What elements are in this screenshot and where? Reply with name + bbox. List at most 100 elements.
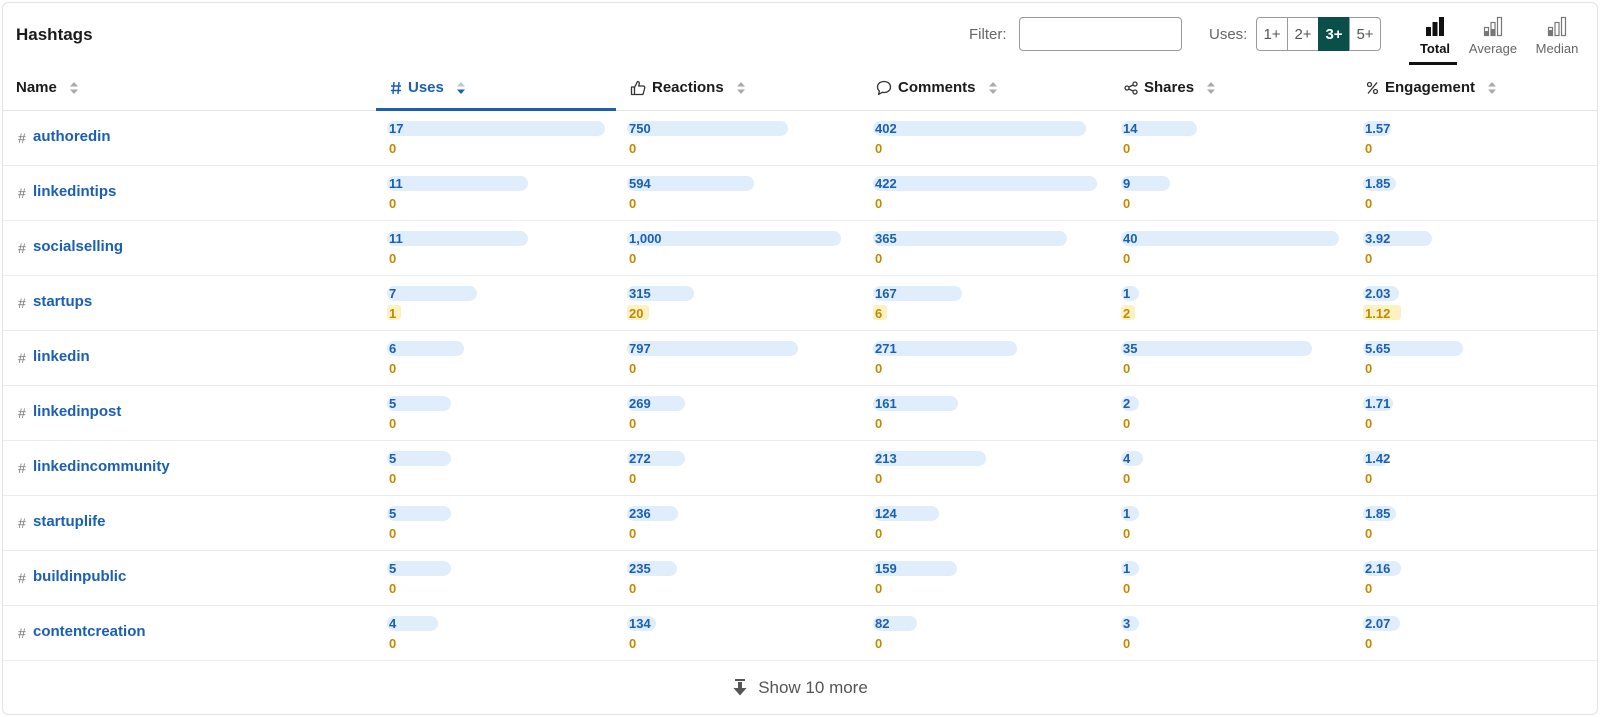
uses-option-1plus[interactable]: 1+ [1256,17,1288,51]
engagement-value: 1.57 [1365,121,1391,136]
shares-value: 2 [1123,396,1131,411]
engagement-cell: 2.03 1.12 [1363,284,1483,324]
hashtag-link[interactable]: linkedin [33,348,90,365]
uses-cell: 17 0 [387,119,625,159]
show-more-button[interactable]: Show 10 more [3,663,1597,713]
uses-value: 11 [389,176,403,191]
reactions-secondary-value: 20 [629,306,644,321]
table-row: # linkedintips 11 0 594 0 422 0 9 0 1.85 0 [3,166,1597,221]
engagement-value: 1.42 [1365,451,1391,466]
hashtag-link[interactable]: startups [33,293,93,310]
column-header-shares[interactable]: Shares [1124,79,1216,96]
shares-secondary-value: 0 [1123,361,1131,376]
uses-cell: 11 0 [387,229,625,269]
hash-icon: # [18,625,26,641]
table-row: # buildinpublic 5 0 235 0 159 0 1 0 2.16 0 [3,551,1597,606]
reactions-value: 315 [629,286,651,301]
uses-bar [387,231,528,246]
shares-secondary-value: 0 [1123,196,1131,211]
column-header-name[interactable]: Name [16,79,79,96]
comments-secondary-bar [873,305,887,320]
uses-option-3plus[interactable]: 3+ [1318,17,1350,51]
comments-bar [873,396,958,411]
hashtag-link[interactable]: linkedincommunity [33,458,170,475]
reactions-bar [627,616,656,631]
comments-secondary-value: 0 [875,141,883,156]
hashtag-link[interactable]: startuplife [33,513,106,530]
engagement-secondary-value: 0 [1365,636,1373,651]
engagement-value: 1.71 [1365,396,1391,411]
hashtag-link[interactable]: linkedinpost [33,403,122,420]
comments-bar [873,616,917,631]
shares-cell: 40 0 [1121,229,1359,269]
column-reactions-label: Reactions [652,79,724,96]
engagement-cell: 1.57 0 [1363,119,1483,159]
shares-bar [1121,231,1339,246]
filter-input[interactable] [1019,17,1182,51]
mode-average-label: Average [1468,41,1518,56]
shares-value: 1 [1123,561,1131,576]
column-header-uses[interactable]: Uses [390,79,466,96]
hashtag-link[interactable]: linkedintips [33,183,117,200]
hashtag-link[interactable]: authoredin [33,128,111,145]
shares-secondary-value: 0 [1123,581,1131,596]
comments-bar [873,121,1086,136]
shares-value: 14 [1123,121,1138,136]
uses-cell: 11 0 [387,174,625,214]
shares-value: 1 [1123,506,1131,521]
comments-bar [873,506,939,521]
comments-value: 422 [875,176,897,191]
hashtag-link[interactable]: socialselling [33,238,124,255]
sort-icon [69,81,79,95]
card-header: Hashtags Filter: Uses: 1+ 2+ 3+ 5+ Total… [3,3,1597,65]
shares-secondary-value: 0 [1123,141,1131,156]
column-engagement-label: Engagement [1385,79,1476,96]
hashtag-link[interactable]: buildinpublic [33,568,127,585]
mode-total-tab[interactable]: Total [1405,15,1465,56]
table-row: # linkedinpost 5 0 269 0 161 0 2 0 1.71 0 [3,386,1597,441]
comments-value: 82 [875,616,890,631]
column-header-comments[interactable]: Comments [876,79,998,96]
comments-secondary-value: 6 [875,306,883,321]
mode-average-tab[interactable]: Average [1463,15,1523,56]
table-header: Name Uses Reactions [3,65,1597,111]
reactions-cell: 750 0 [627,119,861,159]
mode-median-tab[interactable]: Median [1527,15,1587,56]
column-header-reactions[interactable]: Reactions [630,79,746,96]
reactions-bar [627,561,677,576]
mode-total-label: Total [1419,41,1451,56]
engagement-secondary-value: 1.12 [1365,306,1391,321]
engagement-bar [1363,451,1388,466]
shares-value: 1 [1123,286,1131,301]
comments-bar [873,341,1017,356]
column-header-engagement[interactable]: Engagement [1366,79,1497,96]
uses-bar [387,616,438,631]
comments-bar [873,286,962,301]
uses-secondary-value: 0 [389,471,397,486]
uses-option-2plus[interactable]: 2+ [1287,17,1319,51]
uses-value: 7 [389,286,397,301]
uses-option-5plus[interactable]: 5+ [1349,17,1381,51]
hashtag-link[interactable]: contentcreation [33,623,146,640]
uses-secondary-value: 0 [389,251,397,266]
engagement-secondary-value: 0 [1365,141,1373,156]
comments-cell: 167 6 [873,284,1117,324]
column-shares-label: Shares [1144,79,1195,96]
comments-value: 365 [875,231,897,246]
shares-secondary-value: 2 [1123,306,1131,321]
engagement-value: 5.65 [1365,341,1391,356]
comments-value: 124 [875,506,897,521]
engagement-cell: 2.07 0 [1363,614,1483,654]
comments-cell: 271 0 [873,339,1117,379]
comments-cell: 124 0 [873,504,1117,544]
hash-icon: # [18,240,26,256]
shares-bar [1121,396,1139,411]
reactions-cell: 1,000 0 [627,229,861,269]
comments-cell: 402 0 [873,119,1117,159]
uses-value: 5 [389,451,397,466]
reactions-value: 750 [629,121,651,136]
engagement-cell: 1.85 0 [1363,504,1483,544]
